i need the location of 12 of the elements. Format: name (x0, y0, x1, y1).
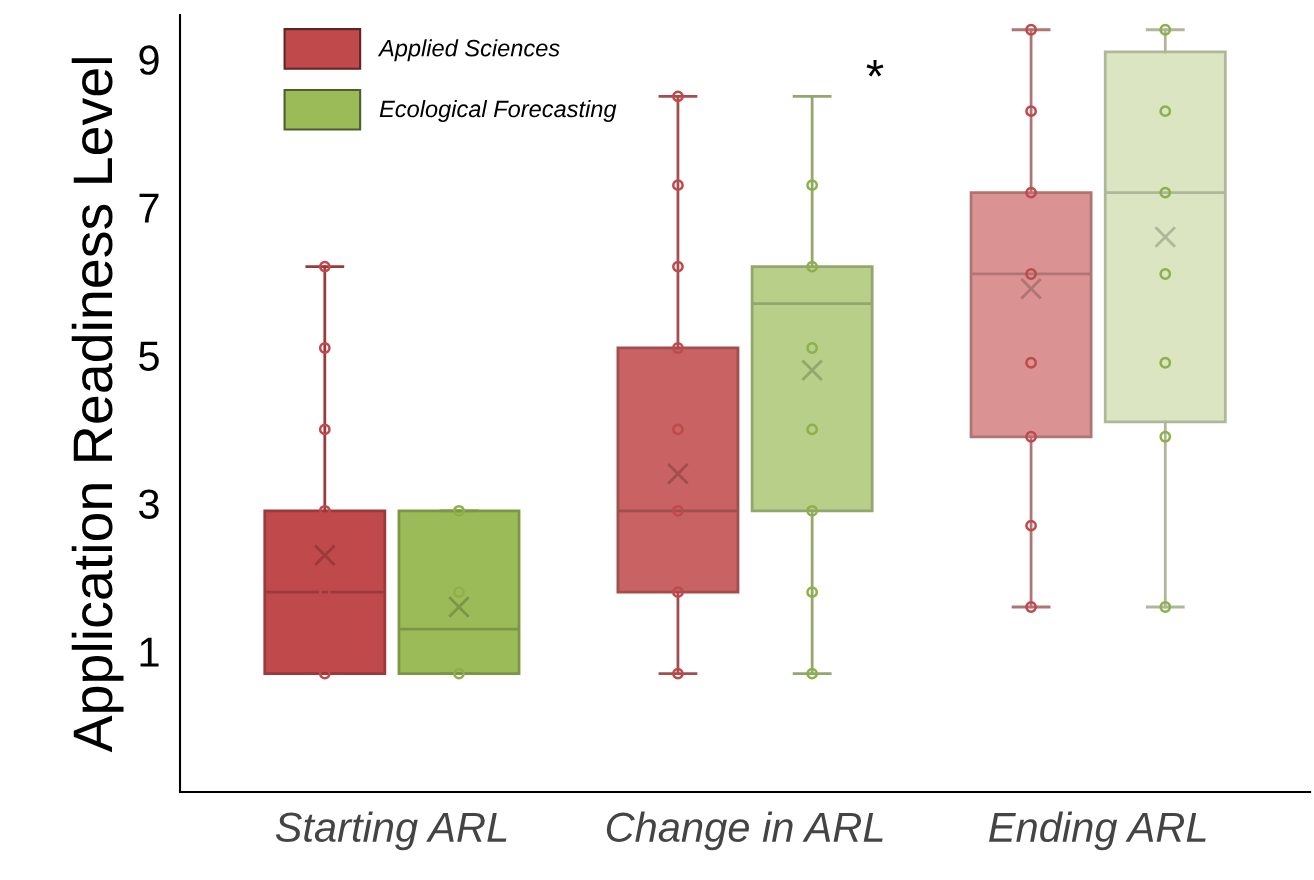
y-tick-label: 3 (138, 489, 159, 519)
legend-label: Ecological Forecasting (379, 99, 617, 122)
y-tick-label: 7 (139, 193, 159, 223)
y-tick-label: 9 (139, 45, 159, 75)
x-tick-label: Starting ARL (275, 811, 507, 851)
x-tick-label: Change in ARL (606, 811, 883, 851)
legend-label: Applied Sciences (377, 39, 560, 62)
y-tick-label: 5 (139, 341, 159, 371)
y-axis-title: Application Readiness Level (71, 58, 124, 753)
annotation: * (866, 59, 884, 77)
x-tick-label: Ending ARL (989, 811, 1206, 851)
y-tick-label: 1 (140, 637, 159, 667)
